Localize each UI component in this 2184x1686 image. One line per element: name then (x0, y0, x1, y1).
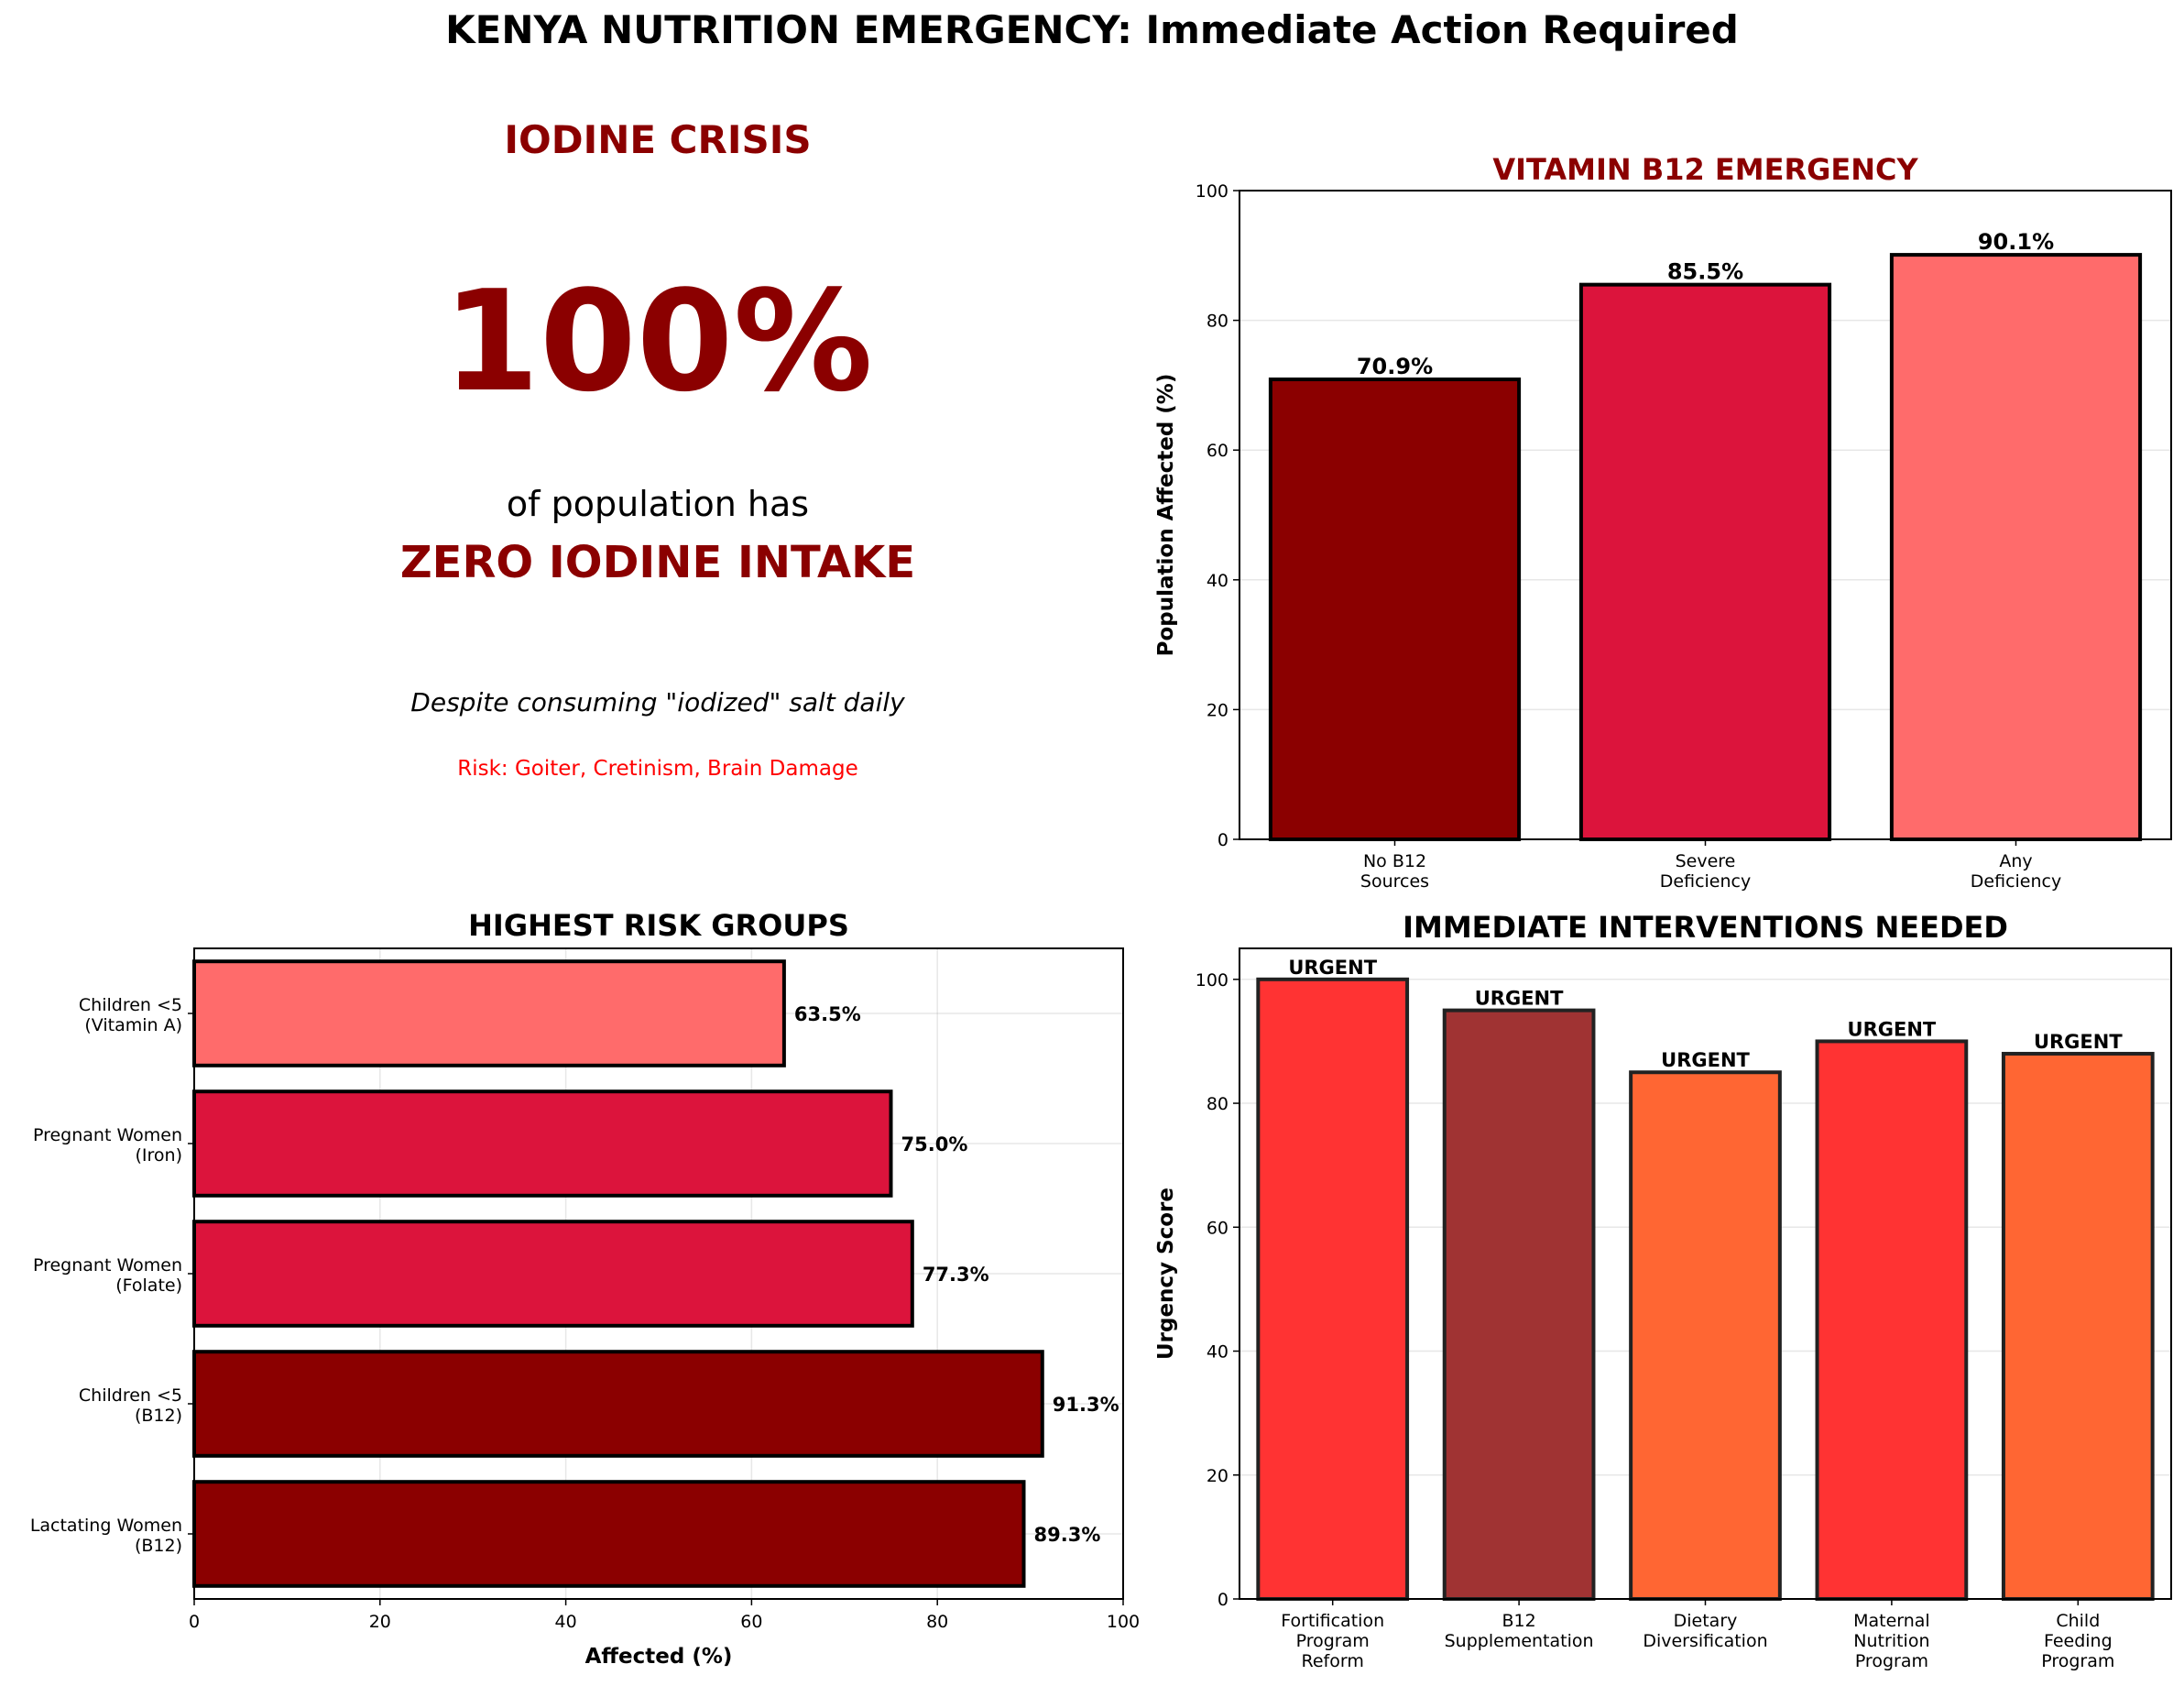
chart-title: IMMEDIATE INTERVENTIONS NEEDED (1403, 910, 2008, 945)
x-tick-label: Dietary Diversification (1643, 1611, 1767, 1651)
bar-value-label: URGENT (2034, 1031, 2123, 1053)
bar (192, 1350, 1044, 1458)
y-tick-label: Pregnant Women (Folate) (33, 1255, 182, 1296)
bar (192, 1480, 1026, 1588)
iodine-risk: Risk: Goiter, Cretinism, Brain Damage (457, 757, 857, 781)
chart-title: HIGHEST RISK GROUPS (468, 908, 849, 943)
iodine-line-1: of population has (507, 484, 809, 524)
y-tick-label: 20 (1207, 1466, 1228, 1486)
y-tick-label: Children <5 (Vitamin A) (79, 995, 182, 1035)
x-tick-label: 80 (926, 1612, 948, 1632)
y-tick-label: Pregnant Women (Iron) (33, 1125, 182, 1166)
bar-value-label: 77.3% (923, 1264, 989, 1286)
x-tick-label: 60 (740, 1612, 762, 1632)
y-tick-label: 80 (1207, 312, 1228, 332)
bar-value-label: URGENT (1848, 1018, 1937, 1040)
bar (1815, 1039, 1969, 1601)
figure-title: KENYA NUTRITION EMERGENCY: Immediate Act… (445, 7, 1739, 52)
x-tick-label: B12 Supplementation (1445, 1611, 1594, 1651)
y-axis-label: Urgency Score (1154, 1188, 1178, 1360)
y-tick-label: 60 (1207, 1218, 1228, 1238)
iodine-heading: IODINE CRISIS (504, 117, 811, 162)
plot-frame (1239, 947, 2172, 1600)
y-tick-label: 40 (1207, 571, 1228, 591)
x-tick-label: No B12 Sources (1360, 851, 1429, 892)
bar-value-label: 90.1% (1978, 229, 2054, 255)
plot-frame (1239, 190, 2172, 840)
x-tick-label: 100 (1107, 1612, 1140, 1632)
x-tick-label: Child Feeding Program (2041, 1611, 2114, 1671)
bar (2001, 1051, 2155, 1601)
y-axis-label: Population Affected (%) (1154, 374, 1178, 657)
x-tick-label: Severe Deficiency (1660, 851, 1751, 892)
x-tick-label: 20 (369, 1612, 391, 1632)
bar-value-label: 91.3% (1053, 1394, 1119, 1416)
iodine-panel: IODINE CRISIS 100% of population has ZER… (400, 117, 915, 781)
iodine-note: Despite consuming "iodized" salt daily (410, 687, 905, 717)
y-tick-label: 0 (1218, 830, 1228, 850)
bar (1578, 282, 1832, 842)
bar (1256, 977, 1410, 1602)
interventions-chart: 0 20 40 60 80 100 URGENT Fortification Program Re… (1154, 910, 2172, 1671)
y-tick-label: Children <5 (B12) (79, 1385, 182, 1426)
bar-value-label: 85.5% (1667, 259, 1743, 285)
x-tick-label: Any Deficiency (1971, 851, 2061, 892)
bar (192, 959, 786, 1067)
bar-value-label: 89.3% (1034, 1524, 1101, 1546)
b12-chart: 0 20 40 60 80 100 70.9% No B12 Sources 85.5% Sever… (1154, 152, 2172, 892)
iodine-big-stat: 100% (442, 260, 873, 422)
y-tick-label: 100 (1196, 181, 1228, 202)
y-tick-label: Lactating Women (B12) (30, 1516, 182, 1556)
bar (192, 1089, 893, 1198)
bar-value-label: 63.5% (794, 1003, 861, 1025)
y-tick-label: 40 (1207, 1342, 1228, 1363)
bar (1268, 378, 1522, 841)
bar (192, 1220, 914, 1328)
x-tick-label: Maternal Nutrition Program (1853, 1611, 1930, 1671)
bar-value-label: URGENT (1661, 1049, 1750, 1071)
bar-value-label: URGENT (1288, 957, 1377, 979)
x-tick-label: 0 (189, 1612, 200, 1632)
bar-value-label: 75.0% (901, 1133, 968, 1155)
iodine-line-2: ZERO IODINE INTAKE (400, 537, 915, 588)
risk-groups-chart: 0 20 40 60 80 100 63.5% Children <5 (Vitamin A) 7… (30, 908, 1140, 1669)
plot-frame (193, 947, 1124, 1600)
y-tick-label: 60 (1207, 441, 1228, 461)
bar-value-label: 70.9% (1357, 354, 1433, 379)
bar (1629, 1070, 1782, 1601)
x-tick-label: 40 (555, 1612, 577, 1632)
bar-value-label: URGENT (1475, 988, 1564, 1010)
y-tick-label: 100 (1196, 970, 1228, 991)
x-tick-label: Fortification Program Reform (1281, 1611, 1384, 1671)
x-axis-label: Affected (%) (585, 1645, 733, 1669)
y-tick-label: 0 (1218, 1590, 1228, 1610)
y-tick-label: 20 (1207, 700, 1228, 720)
chart-title: VITAMIN B12 EMERGENCY (1492, 152, 1918, 187)
bar (1889, 253, 2143, 842)
y-tick-label: 80 (1207, 1094, 1228, 1114)
bar (1442, 1008, 1596, 1601)
